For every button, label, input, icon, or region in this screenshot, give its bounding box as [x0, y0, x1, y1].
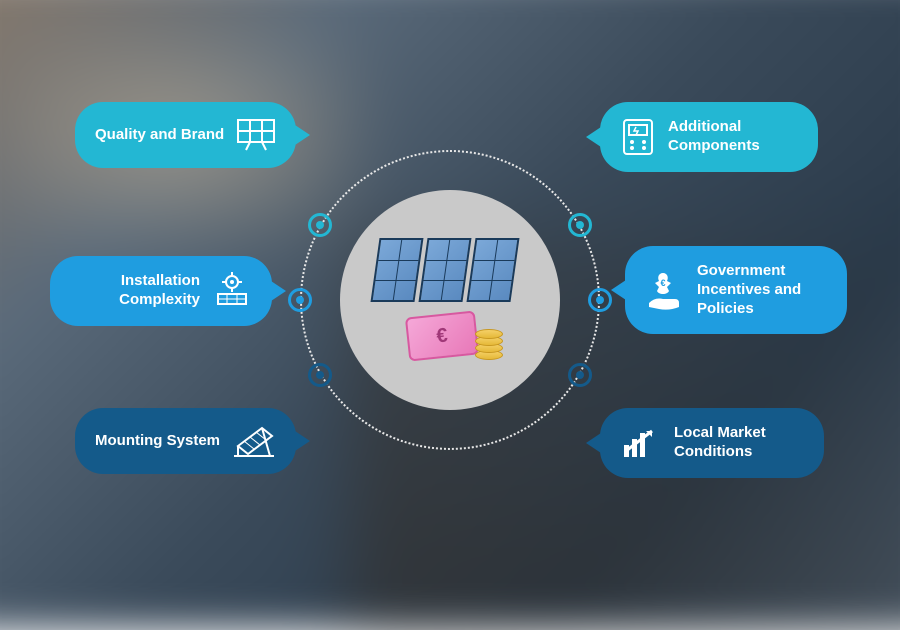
bubble-label: Installation Complexity — [70, 272, 200, 310]
mount-icon — [232, 424, 276, 458]
gear-panel-icon — [212, 272, 252, 310]
bubble-installation: Installation Complexity — [50, 256, 272, 326]
bars-arrow-icon — [620, 425, 662, 461]
bubble-govt-incentives: € Government Incentives and Policies — [625, 246, 847, 334]
ring-marker — [588, 288, 612, 312]
bubble-label: Mounting System — [95, 432, 220, 451]
infographic-stage: Quality and Brand Installation Complexity… — [0, 0, 900, 600]
bubble-label: Additional Components — [668, 118, 798, 156]
svg-text:€: € — [660, 278, 665, 288]
bubble-mounting: Mounting System — [75, 408, 296, 474]
bubble-label: Local Market Conditions — [674, 424, 804, 462]
money-hand-icon: € — [645, 269, 685, 311]
meter-icon — [620, 118, 656, 156]
center-solar-money-icon — [365, 230, 535, 370]
bubble-label: Government Incentives and Policies — [697, 262, 827, 318]
ring-marker — [288, 288, 312, 312]
ring-marker — [568, 213, 592, 237]
center-circle — [340, 190, 560, 410]
ring-marker — [308, 363, 332, 387]
bubble-additional-components: Additional Components — [600, 102, 818, 172]
solar-panel-icon — [236, 118, 276, 152]
ring-marker — [308, 213, 332, 237]
ring-marker — [568, 363, 592, 387]
bubble-label: Quality and Brand — [95, 126, 224, 145]
bubble-quality-brand: Quality and Brand — [75, 102, 296, 168]
bubble-market-conditions: Local Market Conditions — [600, 408, 824, 478]
